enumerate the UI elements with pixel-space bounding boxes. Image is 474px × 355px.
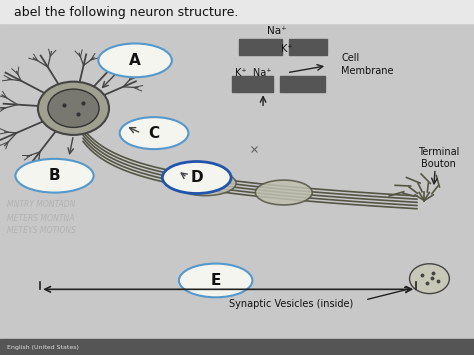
Circle shape: [48, 89, 99, 127]
Text: Terminal
Bouton: Terminal Bouton: [418, 147, 459, 169]
Text: C: C: [148, 126, 160, 141]
Bar: [0, 0, 474, 23]
Ellipse shape: [179, 263, 252, 297]
Circle shape: [38, 82, 109, 135]
Text: abel the following neuron structure.: abel the following neuron structure.: [14, 6, 238, 19]
Ellipse shape: [98, 43, 172, 77]
Text: A: A: [129, 53, 141, 68]
Ellipse shape: [162, 162, 231, 193]
Text: D: D: [191, 170, 203, 185]
Text: METEYS MOTIONS: METEYS MOTIONS: [7, 226, 76, 235]
Ellipse shape: [255, 180, 312, 205]
Ellipse shape: [174, 171, 236, 196]
Text: K⁺  Na⁺: K⁺ Na⁺: [235, 68, 272, 78]
Circle shape: [410, 264, 449, 294]
Text: E: E: [210, 273, 221, 288]
Bar: [0, 339, 474, 355]
Text: METERS MONTNA: METERS MONTNA: [7, 214, 74, 223]
Text: K⁺: K⁺: [282, 44, 293, 54]
Bar: [289, 39, 327, 55]
Text: Cell
Membrane: Cell Membrane: [341, 53, 394, 76]
Text: B: B: [49, 168, 60, 183]
Text: MNTRY MONTADN: MNTRY MONTADN: [7, 200, 75, 209]
Text: Synaptic Vesicles (inside): Synaptic Vesicles (inside): [229, 299, 354, 308]
Bar: [239, 39, 282, 55]
Text: English (United States): English (United States): [7, 345, 79, 350]
Ellipse shape: [16, 159, 94, 192]
Ellipse shape: [119, 117, 189, 149]
Bar: [232, 76, 273, 92]
Text: Na⁺: Na⁺: [267, 26, 287, 36]
Bar: [280, 76, 325, 92]
